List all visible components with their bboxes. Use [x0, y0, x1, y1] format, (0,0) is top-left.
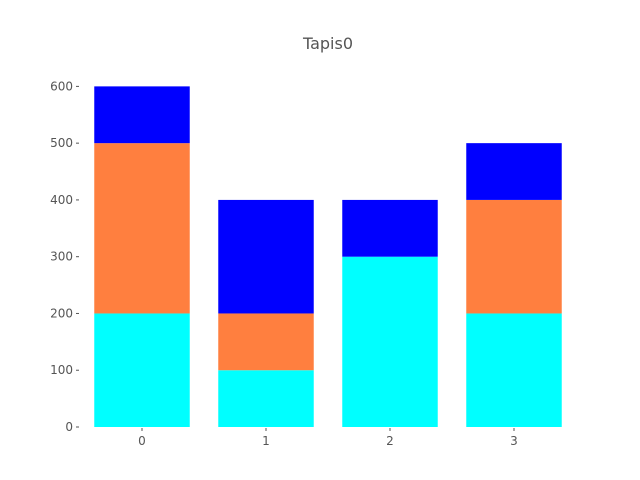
y-tick-label: 500 [50, 136, 73, 150]
bar-segment-2-series-0 [342, 256, 438, 427]
y-tick-label: 600 [50, 79, 73, 93]
x-tick-label: 1 [262, 434, 270, 448]
x-tick-label: 3 [510, 434, 518, 448]
x-axis: 0 1 2 3 [138, 428, 518, 448]
bars-group [94, 86, 562, 427]
bar-segment-0-series-1 [94, 143, 190, 314]
y-tick-label: 300 [50, 250, 73, 264]
x-tick-label: 2 [386, 434, 394, 448]
bar-segment-3-series-2 [466, 143, 562, 200]
bar-segment-0-series-0 [94, 313, 190, 427]
bar-segment-0-series-2 [94, 86, 190, 144]
y-tick-label: 0 [65, 420, 73, 434]
bar-segment-3-series-0 [466, 313, 562, 427]
y-tick-label: 100 [50, 363, 73, 377]
bar-segment-3-series-1 [466, 199, 562, 314]
y-tick-label: 200 [50, 306, 73, 320]
y-axis: 0 100 200 300 400 500 600 [50, 79, 79, 434]
chart-title: Tapis0 [302, 34, 353, 53]
x-tick-label: 0 [138, 434, 146, 448]
bar-segment-1-series-2 [218, 199, 314, 314]
bar-segment-1-series-1 [218, 313, 314, 371]
bar-segment-2-series-2 [342, 199, 438, 257]
y-tick-label: 400 [50, 193, 73, 207]
bar-segment-1-series-0 [218, 370, 314, 427]
